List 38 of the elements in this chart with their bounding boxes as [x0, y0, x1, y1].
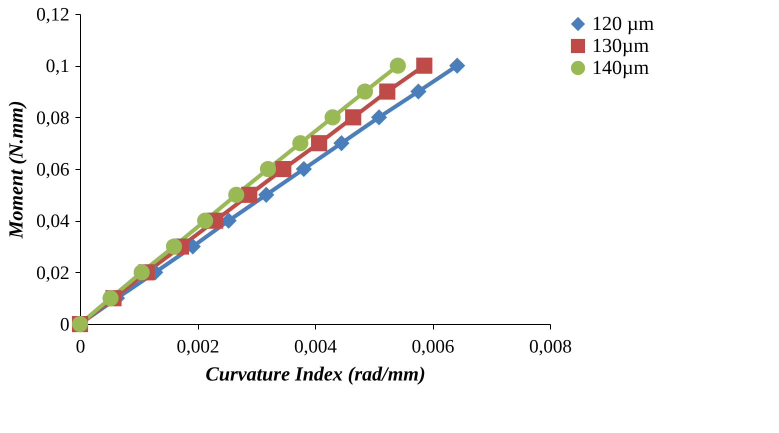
- point: [197, 212, 214, 229]
- y-tick-label: 0,1: [46, 56, 70, 78]
- point: [345, 109, 362, 126]
- y-axis-title: Moment (N.mm): [5, 100, 28, 240]
- y-tick-label: 0,04: [36, 211, 70, 232]
- x-tick-label: 0: [76, 336, 86, 358]
- point: [311, 135, 328, 152]
- point: [390, 58, 406, 74]
- legend-label: 130µm: [592, 35, 650, 57]
- y-tick-label: 0,06: [36, 160, 70, 180]
- x-tick-label: 0,006: [412, 336, 454, 358]
- x-tick-label: 0,002: [176, 336, 220, 358]
- legend-label: 120 µm: [592, 13, 655, 35]
- point: [324, 109, 341, 126]
- point: [102, 290, 119, 306]
- legend-label: 140µm: [592, 57, 650, 79]
- point: [296, 160, 312, 178]
- point: [370, 109, 388, 126]
- point: [275, 160, 292, 178]
- y-tick-label: 0,08: [36, 108, 70, 129]
- point: [258, 186, 274, 203]
- point: [379, 83, 396, 100]
- point: [292, 135, 308, 152]
- x-tick-label: 0,004: [294, 336, 338, 358]
- point: [410, 83, 426, 100]
- point: [449, 58, 466, 74]
- y-tick-label: 0,02: [36, 262, 70, 284]
- point: [166, 238, 182, 255]
- point: [134, 264, 150, 280]
- point: [260, 160, 276, 178]
- point: [333, 135, 350, 152]
- point: [416, 58, 432, 74]
- point: [356, 83, 373, 100]
- x-tick-label: 0,008: [529, 336, 572, 358]
- x-axis-title: Curvature Index (rad/mm): [205, 364, 426, 386]
- y-tick-label: 0,12: [36, 4, 70, 26]
- y-tick-label: 0: [60, 314, 70, 336]
- point: [228, 186, 244, 203]
